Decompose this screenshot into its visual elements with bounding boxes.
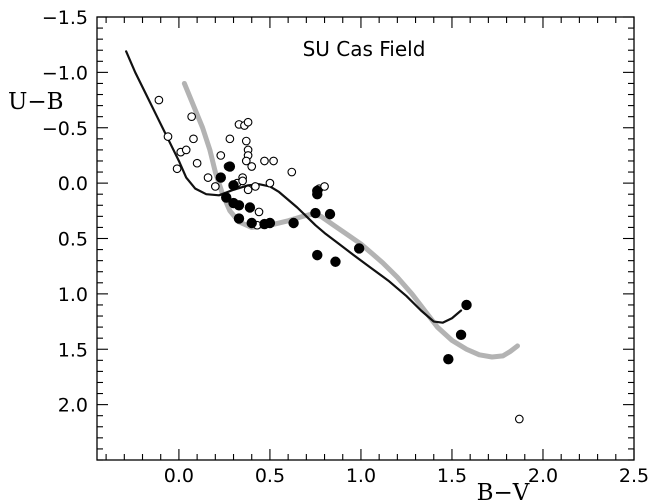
labels-layer: SU Cas Field B−V U−B 0.0 0.5 1.0 1.5 2.0 2.5 −… [8,7,649,503]
y-tick-label: −1.0 [42,62,88,84]
gray-model-curve [181,80,520,360]
filled-star-point [244,202,256,213]
open-star-point [172,164,182,174]
open-star-point [243,117,253,127]
open-star-point [238,176,247,186]
open-star-point [203,173,213,182]
y-tick-label: 2.0 [58,395,88,417]
x-tick-label: 0.0 [164,465,194,487]
y-tick-label: −1.5 [42,7,88,29]
open-star-point [265,178,275,188]
y-tick-label: 0.5 [58,229,88,251]
filled-star-point [353,243,365,254]
filled-star-point [310,207,321,219]
filled-star-point [312,249,323,261]
open-star-point [243,185,253,195]
y-tick-label: −0.5 [42,118,88,140]
filled-star-point [443,354,454,365]
open-star-point [247,162,257,171]
filled-star-point [455,329,467,341]
filled-star-point [246,217,257,229]
y-tick-label: 0.0 [58,173,88,195]
filled-star-point [224,161,236,172]
open-star-point [192,158,202,168]
open-star-point [154,95,164,105]
open-star-point [269,156,278,166]
filled-star-point [233,200,245,211]
open-star-point [216,151,226,160]
x-tick-label: 2.5 [619,465,649,487]
series-layer [125,50,524,424]
filled-star-point [312,188,323,200]
chart-title: SU Cas Field [303,37,426,61]
open-star-point [287,167,297,177]
x-tick-label: 1.5 [437,465,467,487]
open-star-point [189,134,198,144]
y-tick-label: 1.5 [58,339,88,361]
open-star-point [210,182,220,191]
filled-star-point [324,208,336,220]
open-star-point [514,414,524,424]
open-star-point [163,132,173,141]
x-tick-label: 0.5 [255,465,285,487]
open-star-point [251,182,260,191]
filled-star-point [461,299,472,311]
x-axis-label: B−V [477,480,530,503]
open-star-point [225,134,235,144]
open-star-point [187,112,197,122]
open-star-point [181,145,191,155]
axes-layer [96,16,635,461]
filled-star-point [215,172,226,183]
x-tick-label: 1.0 [346,465,376,487]
y-tick-label: 1.0 [58,284,88,306]
filled-star-point [288,217,299,229]
open-star-point [241,136,251,146]
plot-frame [96,16,635,461]
filled-star-point [330,256,341,267]
filled-star-point [233,213,245,224]
black-model-curve [125,50,463,324]
open-star-point [241,156,251,166]
open-star-point [254,207,264,217]
ticks-layer [97,16,635,461]
filled-star-point [228,180,239,191]
y-axis-label: U−B [8,89,64,115]
open-star-point [320,182,329,191]
filled-star-point [221,192,232,203]
filled-star-point [264,217,276,229]
open-star-point [260,156,269,166]
x-tick-label: 2.0 [528,465,558,487]
